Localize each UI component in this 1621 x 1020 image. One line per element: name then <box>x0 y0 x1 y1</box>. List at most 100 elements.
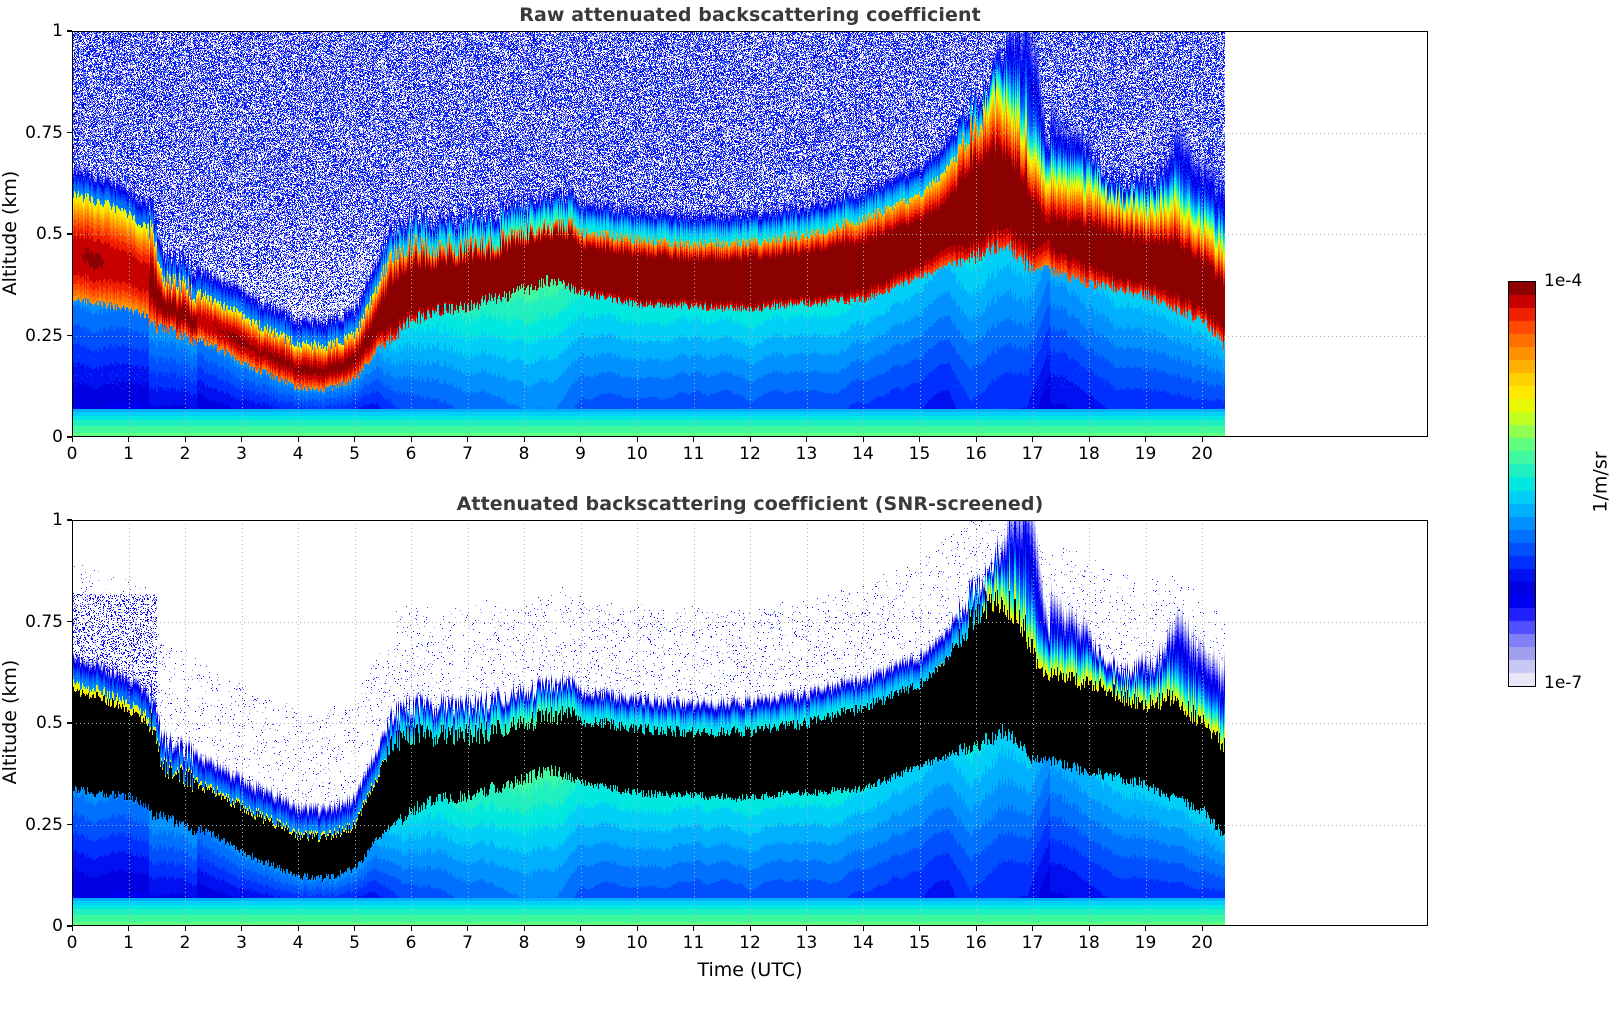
x-tick-label: 11 <box>682 444 705 464</box>
panel-title-snr_screened: Attenuated backscattering coefficient (S… <box>456 493 1044 515</box>
x-tickmark <box>636 437 638 442</box>
x-tick-label: 14 <box>852 444 874 464</box>
x-tick-label: 17 <box>1021 444 1044 464</box>
x-tick-label: 15 <box>908 933 931 953</box>
x-tickmark <box>806 437 808 442</box>
y-tick-label: 0.25 <box>25 325 63 346</box>
x-tick-label: 12 <box>739 933 761 953</box>
x-axis-label: Time (UTC) <box>697 959 803 981</box>
x-tick-label: 12 <box>739 444 761 464</box>
y-tick-label: 0 <box>52 427 63 447</box>
colorbar-tick-max: 1e-4 <box>1544 271 1583 291</box>
y-tickmark <box>67 30 72 32</box>
y-tickmark <box>67 436 72 438</box>
x-tick-label: 9 <box>575 444 586 464</box>
x-tick-label: 4 <box>292 933 304 953</box>
heatmap-snr_screened <box>72 520 1428 926</box>
x-tick-label: 18 <box>1078 444 1100 464</box>
x-tick-label: 20 <box>1191 444 1213 464</box>
y-tick-label: 0.5 <box>35 713 63 733</box>
x-tick-label: 8 <box>518 444 530 464</box>
panel-title-raw: Raw attenuated backscattering coefficien… <box>519 4 981 26</box>
x-tick-label: 16 <box>965 444 987 464</box>
x-tick-label: 1 <box>123 444 134 464</box>
x-tickmark <box>410 926 412 931</box>
x-tickmark <box>749 926 751 931</box>
x-tickmark <box>862 437 864 442</box>
x-tickmark <box>919 437 921 442</box>
x-tickmark <box>1201 926 1203 931</box>
y-tickmark <box>67 620 72 623</box>
colorbar-gradient <box>1508 281 1536 687</box>
x-tickmark <box>297 926 299 931</box>
x-tickmark <box>1088 437 1090 442</box>
x-tick-label: 0 <box>66 444 78 464</box>
x-tickmark <box>1145 926 1147 931</box>
x-tick-label: 5 <box>349 444 360 464</box>
x-tick-label: 18 <box>1078 933 1100 953</box>
x-tickmark <box>580 926 582 931</box>
x-tickmark <box>184 437 186 442</box>
x-tickmark <box>636 926 638 931</box>
colorbar-axis-label: 1/m/sr <box>1589 451 1612 513</box>
y-tick-label: 1 <box>52 510 63 530</box>
x-tick-label: 5 <box>349 933 360 953</box>
x-tickmark <box>693 437 695 442</box>
x-tickmark <box>128 926 130 931</box>
x-tickmark <box>975 926 977 931</box>
x-tickmark <box>580 437 582 442</box>
x-tick-label: 0 <box>66 933 78 953</box>
y-tick-label: 0.25 <box>25 814 63 835</box>
y-tick-label: 0.5 <box>35 224 63 244</box>
x-tick-label: 2 <box>179 444 191 464</box>
x-tickmark <box>523 926 525 931</box>
y-tickmark <box>67 925 72 927</box>
x-tickmark <box>71 926 73 931</box>
x-tick-label: 6 <box>405 444 417 464</box>
x-tickmark <box>1145 437 1147 442</box>
x-tick-label: 11 <box>682 933 705 953</box>
y-tickmark <box>67 233 72 235</box>
y-tick-label: 1 <box>52 21 63 41</box>
y-tick-label: 0.75 <box>25 122 63 143</box>
x-tickmark <box>1088 926 1090 931</box>
x-tick-label: 8 <box>518 933 530 953</box>
x-tick-label: 14 <box>852 933 874 953</box>
x-tickmark <box>241 926 243 931</box>
y-tickmark <box>67 334 72 337</box>
x-tickmark <box>862 926 864 931</box>
x-tickmark <box>297 437 299 442</box>
x-tick-label: 9 <box>575 933 586 953</box>
x-tick-label: 19 <box>1134 444 1157 464</box>
x-tickmark <box>354 926 356 931</box>
y-tick-label: 0.75 <box>25 611 63 632</box>
x-tick-label: 20 <box>1191 933 1213 953</box>
x-tickmark <box>354 437 356 442</box>
x-tick-label: 3 <box>236 933 247 953</box>
y-tickmark <box>67 131 72 134</box>
y-tickmark <box>67 519 72 521</box>
y-axis-label-snr_screened: Altitude (km) <box>0 659 21 785</box>
x-tickmark <box>467 926 469 931</box>
x-tick-label: 10 <box>626 933 648 953</box>
x-tick-label: 19 <box>1134 933 1157 953</box>
x-tickmark <box>806 926 808 931</box>
y-axis-label-raw: Altitude (km) <box>0 170 21 296</box>
x-tickmark <box>919 926 921 931</box>
x-tickmark <box>241 437 243 442</box>
x-tick-label: 1 <box>123 933 134 953</box>
x-tick-label: 13 <box>795 933 818 953</box>
x-tickmark <box>1032 437 1034 442</box>
x-tick-label: 15 <box>908 444 931 464</box>
x-tickmark <box>1032 926 1034 931</box>
x-tick-label: 6 <box>405 933 417 953</box>
x-tick-label: 10 <box>626 444 648 464</box>
x-tickmark <box>749 437 751 442</box>
y-tickmark <box>67 823 72 826</box>
x-tickmark <box>128 437 130 442</box>
y-tickmark <box>67 722 72 724</box>
y-tick-label: 0 <box>52 916 63 936</box>
x-tickmark <box>467 437 469 442</box>
x-tick-label: 16 <box>965 933 987 953</box>
